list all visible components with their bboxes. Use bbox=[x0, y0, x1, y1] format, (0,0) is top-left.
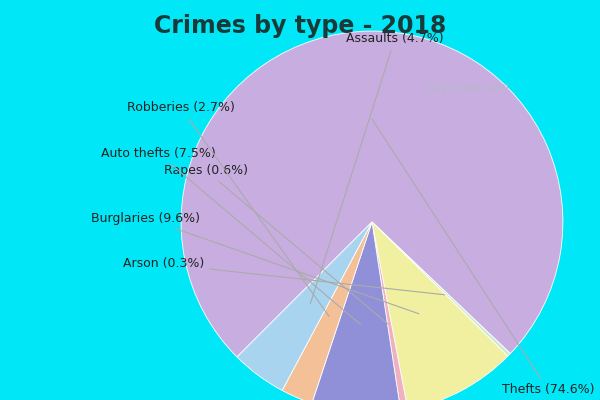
Text: Robberies (2.7%): Robberies (2.7%) bbox=[127, 101, 329, 316]
Text: Rapes (0.6%): Rapes (0.6%) bbox=[164, 164, 388, 324]
Wedge shape bbox=[372, 222, 511, 356]
Text: Burglaries (9.6%): Burglaries (9.6%) bbox=[91, 212, 419, 314]
Text: Arson (0.3%): Arson (0.3%) bbox=[123, 258, 445, 295]
Text: Auto thefts (7.5%): Auto thefts (7.5%) bbox=[101, 147, 361, 325]
Wedge shape bbox=[237, 222, 372, 390]
Text: Assaults (4.7%): Assaults (4.7%) bbox=[310, 32, 444, 304]
Text: Thefts (74.6%): Thefts (74.6%) bbox=[372, 119, 595, 396]
Wedge shape bbox=[312, 222, 401, 400]
Text: City-Data.com: City-Data.com bbox=[426, 82, 510, 94]
Wedge shape bbox=[372, 222, 508, 400]
Wedge shape bbox=[282, 222, 372, 400]
Wedge shape bbox=[181, 31, 563, 357]
Wedge shape bbox=[372, 222, 408, 400]
Text: Crimes by type - 2018: Crimes by type - 2018 bbox=[154, 14, 446, 38]
